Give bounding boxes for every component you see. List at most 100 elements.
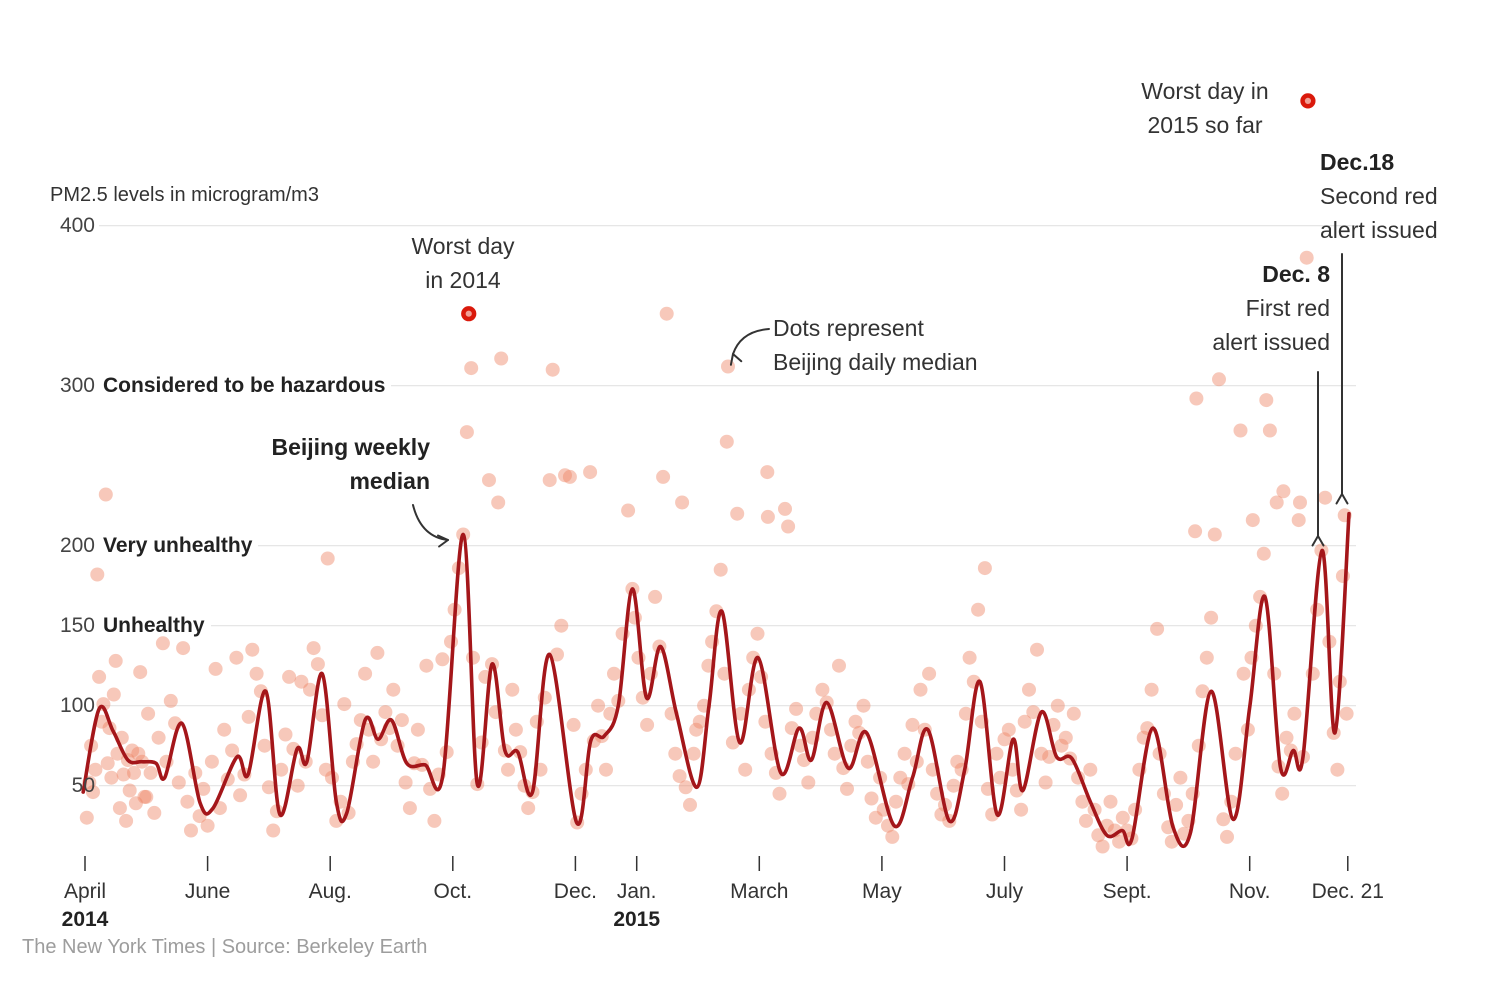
daily-median-dot <box>893 770 908 785</box>
daily-median-dot <box>303 682 317 697</box>
daily-median-dot <box>208 661 223 676</box>
daily-median-dot <box>151 730 166 745</box>
daily-median-dot <box>1066 706 1081 721</box>
y-tick-label: 150 Unhealthy <box>50 612 205 640</box>
daily-median-dot <box>659 306 674 321</box>
daily-median-dot <box>719 434 734 449</box>
daily-median-dot <box>868 810 883 825</box>
daily-median-dot <box>1276 484 1291 499</box>
daily-median-dot <box>566 717 581 732</box>
daily-median-dot <box>320 551 335 566</box>
daily-median-dot <box>913 682 928 697</box>
daily-median-dot <box>760 465 775 480</box>
daily-median-dot <box>1275 786 1290 801</box>
daily-median-dot <box>155 636 170 651</box>
daily-median-dot <box>640 717 655 732</box>
x-tick-label: March <box>730 880 789 903</box>
daily-median-dot <box>1262 423 1277 438</box>
daily-median-dot <box>1001 722 1016 737</box>
y-tick-label: 100 <box>50 692 95 720</box>
daily-median-dot <box>1291 513 1306 528</box>
daily-median-dot <box>310 657 325 672</box>
daily-median-dot <box>1112 834 1127 849</box>
x-tick-year-label: 2014 <box>61 908 109 931</box>
daily-median-dot <box>1188 524 1203 539</box>
daily-median-dot <box>241 709 256 724</box>
daily-median-dot <box>1083 762 1098 777</box>
x-tick-label: April <box>63 880 106 903</box>
daily-median-dot <box>1287 706 1302 721</box>
daily-median-dot <box>832 658 846 673</box>
daily-median-dot <box>542 473 557 488</box>
daily-median-dot <box>444 634 458 649</box>
daily-median-dot <box>848 714 863 729</box>
daily-median-dot <box>1228 746 1243 761</box>
daily-median-dot <box>1256 546 1271 561</box>
daily-median-dot <box>1245 513 1260 528</box>
daily-median-dot <box>427 813 442 828</box>
daily-median-dot <box>717 666 732 681</box>
daily-median-dot <box>1054 738 1069 753</box>
daily-median-dot <box>801 775 816 790</box>
daily-median-dot <box>86 785 100 800</box>
daily-median-dot <box>856 698 871 713</box>
weekly-median-line <box>81 511 1351 849</box>
daily-median-dot <box>229 650 244 665</box>
daily-median-dot <box>1269 495 1284 510</box>
daily-median-dot <box>494 351 509 366</box>
daily-median-dot <box>1279 730 1294 745</box>
daily-median-dot <box>778 501 792 516</box>
annotation-worst-day-2015: Worst day in 2015 so far <box>1100 74 1310 142</box>
daily-median-dot <box>104 770 119 785</box>
daily-median-dot <box>1204 610 1219 625</box>
dots-note-arrow <box>729 328 770 366</box>
daily-median-dot <box>815 682 830 697</box>
daily-median-dot <box>370 645 385 660</box>
annotation-dots-note: Dots represent Beijing daily median <box>773 311 1053 379</box>
daily-median-dot <box>558 468 572 483</box>
highlight-center <box>1304 97 1312 104</box>
daily-median-dot <box>713 562 728 577</box>
daily-median-dot <box>88 762 103 777</box>
daily-median-dot <box>233 788 248 803</box>
annotation-line: alert issued <box>1320 217 1438 243</box>
daily-median-dot <box>306 641 321 656</box>
highlight-center <box>465 310 472 317</box>
daily-median-dot <box>290 778 305 793</box>
daily-median-dot <box>1079 813 1093 828</box>
x-tick-label: Nov. <box>1228 880 1271 903</box>
x-tick-label: June <box>184 880 231 903</box>
weekly-note-arrow <box>412 504 449 548</box>
x-tick-label: May <box>862 880 902 903</box>
daily-median-dot <box>545 362 560 377</box>
daily-median-dot <box>501 762 515 777</box>
daily-median-dot <box>131 746 146 761</box>
daily-median-dot <box>127 765 141 780</box>
daily-median-dot <box>257 738 272 753</box>
daily-median-dot <box>1058 730 1073 745</box>
daily-median-dot <box>627 610 642 625</box>
daily-median-dot <box>394 713 409 728</box>
y-axis-title: PM2.5 levels in microgram/m3 <box>50 184 319 206</box>
daily-median-dot <box>889 794 903 809</box>
daily-median-dot <box>905 717 920 732</box>
daily-median-dot <box>1259 393 1274 408</box>
daily-median-dot <box>92 669 107 684</box>
daily-median-dot <box>513 745 528 760</box>
daily-median-dot <box>176 641 191 656</box>
daily-median-dot <box>90 567 105 582</box>
worst-day-highlight-dot <box>461 306 477 322</box>
y-tick-label: 200 Very unhealthy <box>50 532 252 560</box>
worst-day-highlight-dot <box>1300 93 1316 109</box>
daily-median-dot <box>562 469 577 484</box>
daily-median-dot <box>184 823 198 838</box>
daily-median-dot <box>147 805 162 820</box>
daily-median-dot <box>1189 391 1204 406</box>
daily-median-dot <box>505 682 520 697</box>
daily-median-dot <box>466 650 480 665</box>
daily-median-dot <box>261 780 276 795</box>
x-tick-label: Sept. <box>1102 880 1152 903</box>
daily-median-dot <box>962 650 977 665</box>
daily-median-dot <box>419 658 434 673</box>
